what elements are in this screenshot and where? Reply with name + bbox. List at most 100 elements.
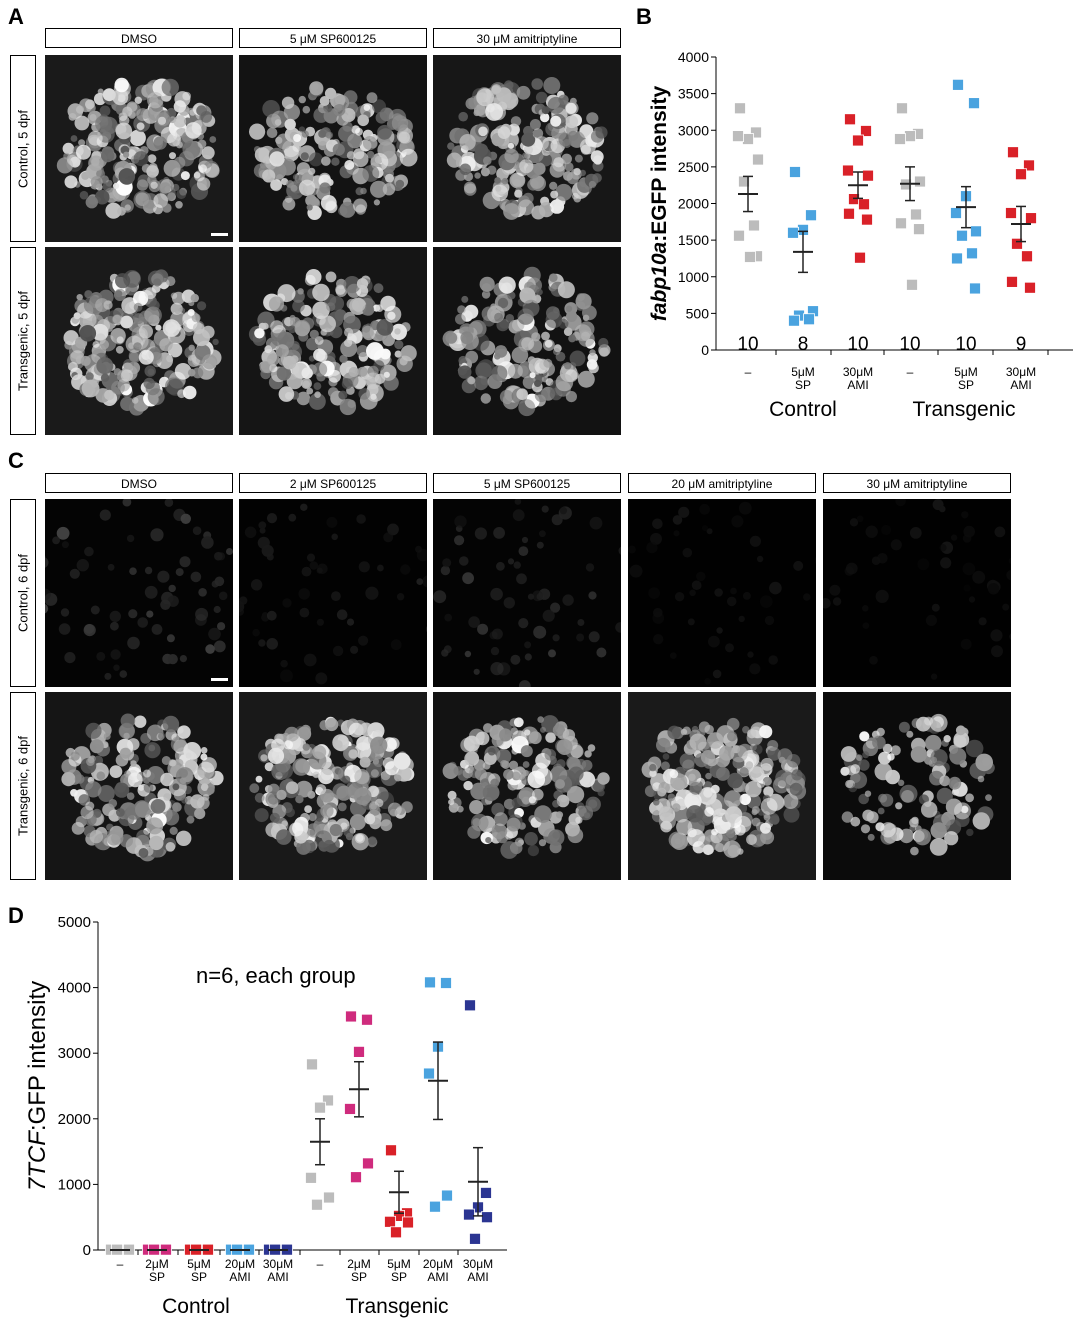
- data-point: [469, 1232, 481, 1245]
- y-tick-label: 1000: [58, 1176, 91, 1193]
- data-point: [305, 1171, 317, 1184]
- data-point: [423, 1067, 435, 1080]
- data-point: [896, 102, 908, 115]
- x-category-label: SP: [958, 378, 974, 392]
- x-category-label: 20μM: [423, 1257, 453, 1271]
- group-title: Control: [162, 1295, 230, 1318]
- data-point: [384, 1215, 396, 1228]
- panel-c-col-label-sp5: 5 μM SP600125: [433, 473, 621, 493]
- y-tick-label: 1500: [678, 232, 709, 248]
- x-category-label: 2μM: [347, 1257, 371, 1271]
- data-point: [1025, 212, 1037, 225]
- data-point: [904, 130, 916, 143]
- x-category-label: 30μM: [843, 365, 873, 379]
- y-tick-label: 3000: [58, 1045, 91, 1062]
- y-tick-label: 1000: [678, 269, 709, 285]
- panel-c-row-label-transgenic-text: Transgenic, 6 dpf: [15, 736, 31, 836]
- panel-a-col-label-dmso: DMSO: [45, 28, 233, 48]
- data-point: [362, 1157, 374, 1170]
- x-category-label: –: [745, 365, 752, 379]
- data-point: [732, 130, 744, 143]
- data-point: [788, 314, 800, 327]
- micrograph-c-transgenic-ami30: [823, 692, 1011, 880]
- data-point: [480, 1187, 492, 1199]
- x-category-label: 30μM: [1006, 365, 1036, 379]
- data-point: [860, 125, 872, 137]
- panel-c-col-label-sp2: 2 μM SP600125: [239, 473, 427, 493]
- data-point: [805, 209, 817, 222]
- data-point: [803, 313, 815, 326]
- data-point: [970, 225, 982, 238]
- data-point: [1011, 237, 1023, 250]
- data-point: [1021, 250, 1033, 263]
- data-point: [787, 226, 799, 239]
- x-category-label: AMI: [229, 1270, 250, 1284]
- data-point: [402, 1216, 414, 1229]
- y-tick-label: 500: [686, 305, 710, 321]
- data-point: [306, 1058, 318, 1071]
- x-category-label: AMI: [847, 378, 868, 392]
- n-label: 9: [1016, 334, 1027, 355]
- panel-a-letter: A: [8, 4, 24, 29]
- panel-b-letter: B: [636, 4, 652, 29]
- data-point: [441, 1189, 453, 1202]
- micrograph-c-transgenic-ami20: [628, 692, 816, 880]
- x-category-label: SP: [391, 1270, 407, 1284]
- data-point: [861, 213, 873, 226]
- x-category-label: –: [317, 1257, 324, 1271]
- data-point: [956, 229, 968, 242]
- data-point: [344, 1103, 356, 1115]
- data-point: [910, 208, 922, 221]
- data-point: [323, 1191, 335, 1204]
- panel-a-row-label-transgenic-text: Transgenic, 5 dpf: [15, 291, 31, 391]
- data-point: [913, 223, 925, 236]
- data-point: [966, 247, 978, 260]
- panel-c-row-label-control-text: Control, 6 dpf: [15, 553, 31, 633]
- data-point: [311, 1198, 323, 1211]
- data-point: [906, 278, 918, 291]
- x-category-label: SP: [795, 378, 811, 392]
- x-category-label: 5μM: [187, 1257, 211, 1271]
- panel-c-row-label-control: Control, 6 dpf: [10, 499, 36, 687]
- y-tick-label: 0: [701, 342, 709, 358]
- y-axis-label: 7TCF:GFP intensity: [24, 981, 51, 1191]
- x-category-label: 30μM: [263, 1257, 293, 1271]
- data-point: [852, 134, 864, 147]
- data-point: [463, 1208, 475, 1221]
- data-point: [843, 207, 855, 220]
- n-label: 10: [737, 334, 758, 355]
- data-point: [862, 169, 874, 182]
- chart-d-7tcf-intensity: 7TCF:GFP intensity 0 1000 2000 3000 4000 5000 –…: [24, 914, 507, 1318]
- data-point: [1024, 281, 1036, 294]
- data-point: [440, 977, 452, 989]
- group-title: Transgenic: [345, 1295, 448, 1318]
- data-point: [1007, 146, 1019, 159]
- data-point: [969, 282, 981, 295]
- data-point: [914, 175, 926, 188]
- x-category-label: –: [907, 365, 914, 379]
- x-category-label: SP: [351, 1270, 367, 1284]
- data-point: [429, 1200, 441, 1213]
- n-label: 10: [955, 334, 976, 355]
- panel-c-col-label-dmso: DMSO: [45, 473, 233, 493]
- micrograph-c-control-ami30: [823, 499, 1011, 687]
- micrograph-c-control-sp5: [433, 499, 621, 687]
- annotation: n=6, each group: [196, 963, 356, 988]
- x-category-label: 5μM: [387, 1257, 411, 1271]
- y-axis-label: fabp10a:EGFP intensity: [648, 86, 671, 322]
- x-category-label: AMI: [1010, 378, 1031, 392]
- data-point: [744, 251, 756, 263]
- chart-b-fabp10a-intensity: fabp10a:EGFP intensity 0 500 1000 1500 2000 25…: [648, 49, 1073, 421]
- data-point: [952, 78, 964, 91]
- x-category-label: 20μM: [225, 1257, 255, 1271]
- data-point: [385, 1144, 397, 1157]
- x-category-label: AMI: [267, 1270, 288, 1284]
- data-point: [350, 1171, 362, 1184]
- x-category-label: AMI: [427, 1270, 448, 1284]
- micrograph-a-transgenic-dmso: [45, 247, 233, 435]
- panel-a-col-label-ami: 30 μM amitriptyline: [433, 28, 621, 48]
- group-title: Control: [769, 398, 837, 421]
- x-category-label: 2μM: [145, 1257, 169, 1271]
- data-point: [950, 207, 962, 219]
- y-tick-label: 0: [83, 1242, 91, 1259]
